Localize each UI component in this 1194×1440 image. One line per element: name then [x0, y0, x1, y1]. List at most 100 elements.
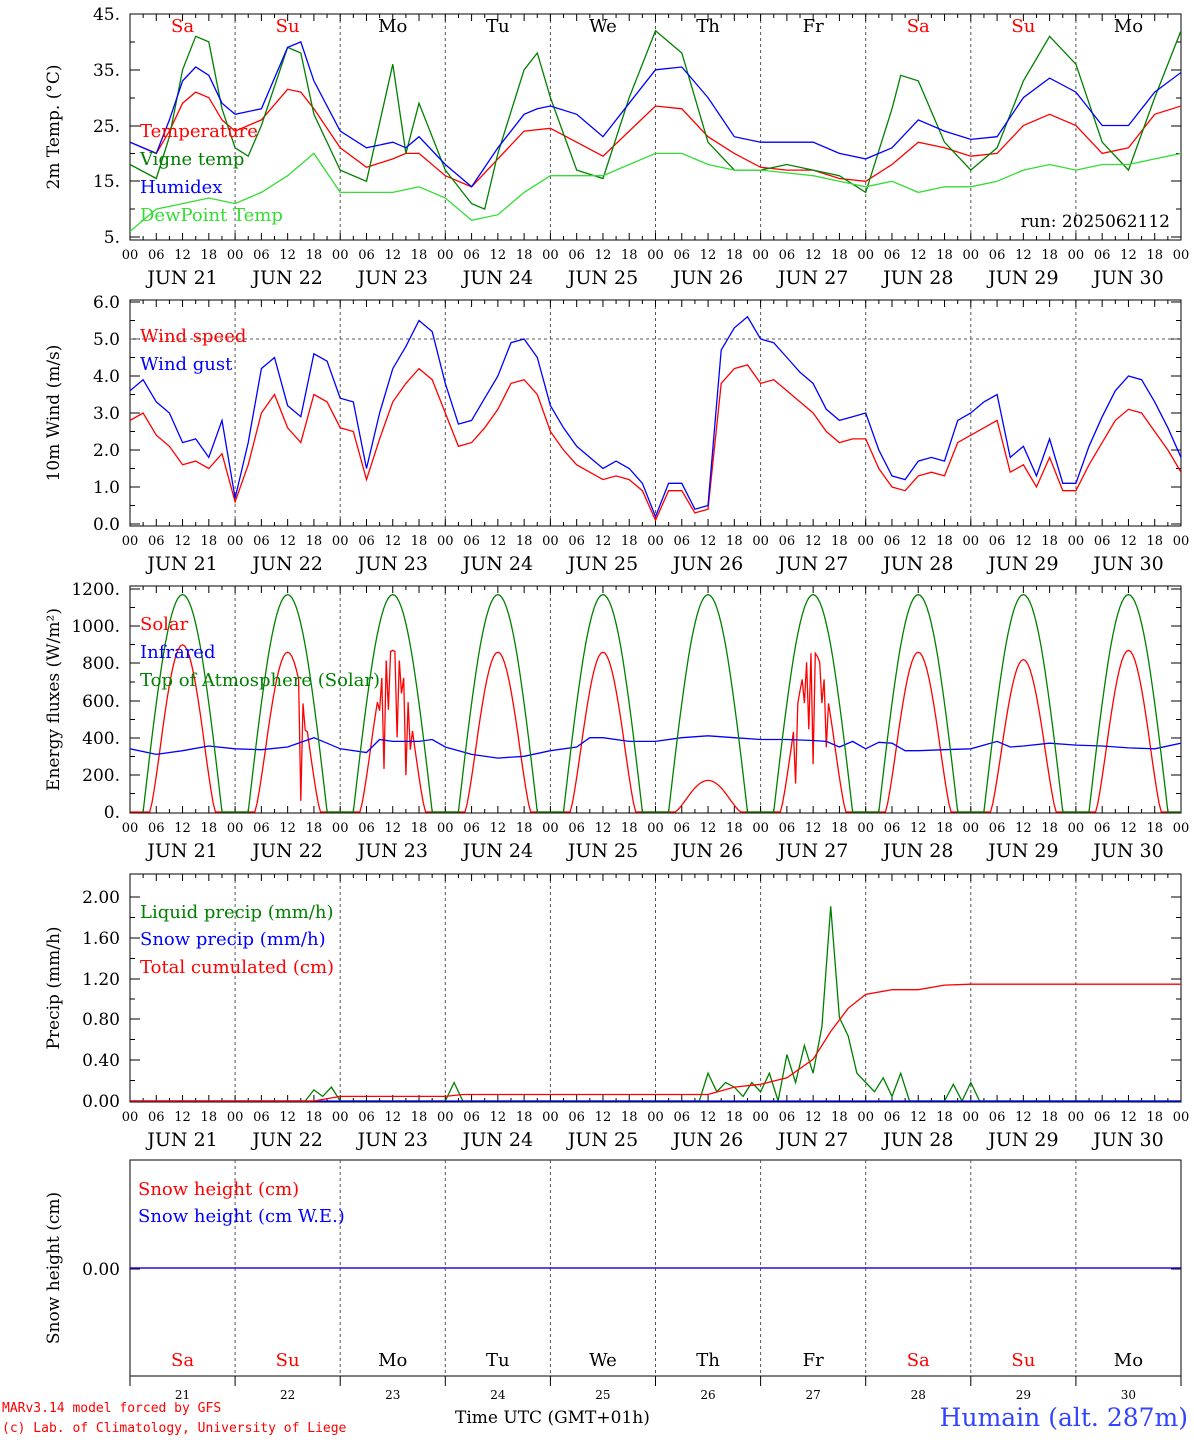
day-label: JUN 22: [250, 553, 322, 575]
hour-tick-label: 18: [306, 248, 323, 263]
hour-tick-label: 06: [674, 534, 691, 549]
series-line: [130, 88, 1181, 188]
hour-tick-label: 06: [253, 821, 270, 836]
hour-tick-label: 06: [989, 821, 1006, 836]
day-number-label: 30: [1121, 1388, 1136, 1402]
hour-tick-label: 06: [568, 1110, 585, 1125]
hour-tick-label: 12: [700, 248, 717, 263]
weekday-label: We: [589, 1350, 617, 1371]
hour-tick-label: 12: [384, 821, 401, 836]
hour-tick-label: 06: [1094, 821, 1111, 836]
hour-tick-label: 00: [122, 248, 139, 263]
hour-tick-label: 00: [332, 248, 349, 263]
hour-tick-label: 06: [674, 248, 691, 263]
hour-tick-label: 00: [542, 534, 559, 549]
weekday-label: Fr: [803, 16, 824, 37]
hour-tick-label: 06: [779, 534, 796, 549]
y-axis-title: Snow height (cm): [44, 1192, 64, 1344]
day-label: JUN 30: [1091, 267, 1163, 289]
y-axis-title: Precip (mm/h): [44, 926, 64, 1049]
series-line: [130, 29, 1181, 210]
credit-model: MARv3.14 model forced by GFS: [2, 1401, 221, 1416]
legend-entry: Temperature: [140, 121, 258, 142]
hour-tick-label: 00: [752, 1110, 769, 1125]
hour-tick-label: 00: [122, 534, 139, 549]
hour-tick-label: 18: [411, 1110, 428, 1125]
hour-tick-label: 06: [1094, 248, 1111, 263]
day-label: JUN 24: [461, 267, 533, 289]
hour-tick-label: 12: [805, 248, 822, 263]
hour-tick-label: 18: [201, 821, 218, 836]
hour-tick-label: 00: [752, 534, 769, 549]
hour-tick-label: 12: [490, 1110, 507, 1125]
hour-tick-label: 12: [700, 1110, 717, 1125]
legend-entry: Vigne temp: [139, 149, 244, 170]
hour-tick-label: 18: [936, 534, 953, 549]
y-tick-label: 600.: [82, 692, 120, 712]
hour-tick-label: 00: [963, 1110, 980, 1125]
legend-entry: Total cumulated (cm): [140, 957, 334, 978]
hour-tick-label: 00: [1173, 1110, 1190, 1125]
day-label: JUN 23: [356, 553, 428, 575]
panel-5: 0.00 Snow height (cm) Snow height (cm) Snow…: [44, 1159, 1182, 1402]
hour-tick-label: 12: [174, 248, 191, 263]
hour-tick-label: 18: [621, 248, 638, 263]
hour-tick-label: 18: [726, 1110, 743, 1125]
hour-tick-label: 12: [490, 534, 507, 549]
y-axis-title: 10m Wind (m/s): [44, 345, 64, 482]
hour-tick-label: 06: [148, 534, 165, 549]
hour-tick-label: 00: [227, 248, 244, 263]
day-label: JUN 26: [671, 553, 743, 575]
hour-tick-label: 00: [437, 821, 454, 836]
hour-tick-label: 12: [174, 534, 191, 549]
y-tick-label: 2.0: [93, 441, 120, 461]
hour-tick-label: 06: [779, 1110, 796, 1125]
series-line: [130, 364, 1181, 522]
legend-entry: Snow precip (mm/h): [140, 929, 326, 950]
day-number-label: 23: [385, 1388, 400, 1402]
hour-tick-label: 06: [358, 248, 375, 263]
day-label: JUN 30: [1091, 1129, 1163, 1151]
weekday-label: Su: [276, 1350, 300, 1371]
day-label: JUN 27: [776, 1129, 848, 1151]
hour-tick-label: 18: [831, 248, 848, 263]
y-tick-label: 6.0: [93, 293, 120, 313]
series-line: [130, 983, 1181, 1102]
series-line: [130, 906, 1181, 1102]
hour-tick-label: 18: [201, 248, 218, 263]
day-number-label: 29: [1016, 1388, 1031, 1402]
y-tick-label: 800.: [82, 654, 120, 674]
hour-tick-label: 12: [384, 534, 401, 549]
hour-tick-label: 00: [1068, 534, 1085, 549]
day-label: JUN 28: [881, 1129, 953, 1151]
day-label: JUN 30: [1091, 553, 1163, 575]
hour-tick-label: 12: [910, 534, 927, 549]
hour-tick-label: 06: [358, 534, 375, 549]
day-number-label: 25: [595, 1388, 610, 1402]
hour-tick-label: 00: [963, 248, 980, 263]
credit-lab: (c) Lab. of Climatology, University of L…: [2, 1421, 347, 1436]
weekday-label: Su: [276, 16, 300, 37]
hour-tick-label: 00: [857, 534, 874, 549]
hour-tick-label: 18: [831, 534, 848, 549]
weekday-label: Mo: [1114, 16, 1143, 37]
hour-tick-label: 12: [595, 1110, 612, 1125]
weekday-label: Th: [696, 16, 720, 37]
hour-tick-label: 00: [542, 248, 559, 263]
hour-tick-label: 06: [463, 534, 480, 549]
series-line: [130, 735, 1181, 759]
day-label: JUN 22: [250, 267, 322, 289]
hour-tick-label: 06: [358, 1110, 375, 1125]
weekday-label: Th: [696, 1350, 720, 1371]
hour-tick-label: 18: [1041, 534, 1058, 549]
hour-tick-label: 00: [963, 534, 980, 549]
y-tick-label: 1200.: [71, 580, 120, 600]
y-tick-label: 1.0: [93, 478, 120, 498]
hour-tick-label: 12: [805, 1110, 822, 1125]
day-label: JUN 25: [566, 840, 638, 862]
hour-tick-label: 00: [1068, 1110, 1085, 1125]
series-group: [130, 593, 1181, 813]
y-tick-label: 0.80: [82, 1010, 120, 1030]
hour-tick-label: 00: [647, 821, 664, 836]
y-tick-label: 5.0: [93, 330, 120, 350]
